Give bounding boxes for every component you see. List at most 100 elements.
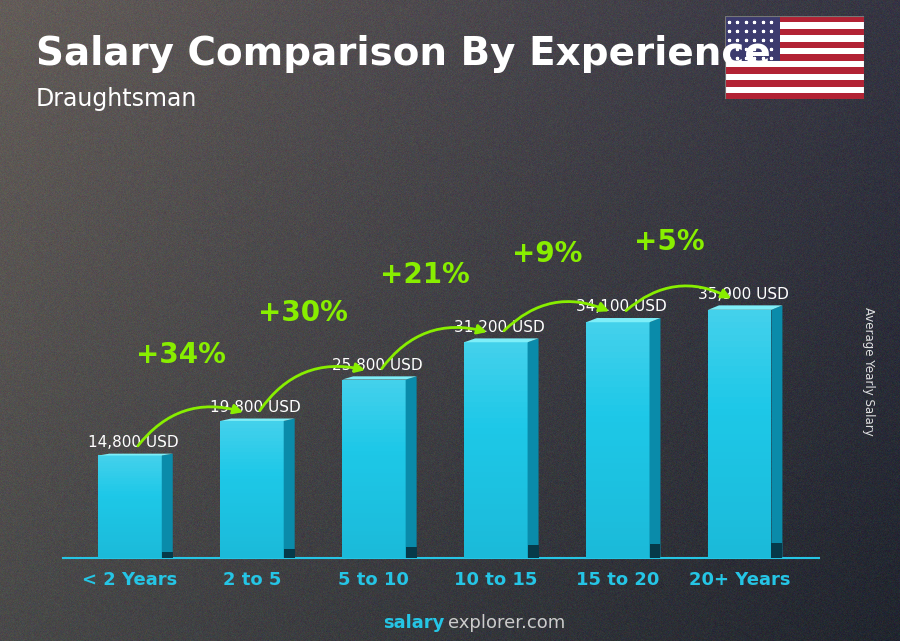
Bar [98,471,162,473]
Bar [342,495,406,500]
Bar [98,527,162,529]
Bar [708,453,771,458]
Bar [464,428,527,434]
Bar [464,509,527,515]
Text: salary: salary [383,614,445,632]
Bar [708,403,771,409]
Text: +21%: +21% [381,261,470,289]
Bar [464,515,527,520]
Polygon shape [162,454,173,558]
Polygon shape [527,545,538,558]
Bar [708,539,771,545]
Bar [708,520,771,527]
Bar [220,428,284,431]
Bar [220,455,284,458]
Bar [586,446,650,452]
Bar [586,428,650,434]
Bar [220,472,284,476]
Bar [586,340,650,345]
Bar [708,421,771,428]
Bar [464,536,527,542]
Bar [98,476,162,478]
Bar [586,522,650,528]
Polygon shape [464,338,538,342]
Bar [708,322,771,328]
Bar [464,482,527,488]
Bar [586,422,650,428]
Bar [342,388,406,393]
Text: +34%: +34% [136,341,226,369]
Bar [342,424,406,429]
Bar [220,424,284,428]
Bar [98,478,162,481]
Bar [724,35,864,42]
Text: +30%: +30% [258,299,348,327]
Bar [464,423,527,428]
Bar [220,547,284,551]
Bar [98,532,162,535]
Text: 34,100 USD: 34,100 USD [576,299,667,314]
Bar [464,493,527,499]
Bar [342,549,406,553]
Bar [724,22,864,29]
Bar [586,345,650,352]
Bar [464,374,527,380]
Bar [708,360,771,365]
Bar [220,479,284,483]
Bar [708,378,771,384]
Bar [586,534,650,540]
Bar [708,458,771,465]
Bar [708,477,771,483]
Bar [464,342,527,347]
Bar [342,455,406,460]
Bar [464,347,527,353]
Text: Draughtsman: Draughtsman [36,87,197,110]
Bar [464,418,527,423]
Bar [586,452,650,458]
Bar [586,481,650,487]
Bar [464,391,527,396]
Bar [586,487,650,493]
Bar [464,364,527,369]
Bar [342,464,406,469]
Bar [342,415,406,420]
Bar [586,358,650,363]
Bar [220,458,284,462]
Bar [342,531,406,535]
Bar [98,519,162,522]
Bar [98,514,162,517]
Bar [220,442,284,445]
Bar [464,342,527,558]
Bar [342,429,406,433]
Bar [708,465,771,471]
Bar [98,456,162,558]
Bar [724,48,864,54]
Bar [98,491,162,494]
Bar [342,491,406,495]
Bar [98,473,162,476]
Bar [708,495,771,502]
Bar [708,384,771,390]
Bar [220,476,284,479]
Bar [464,499,527,504]
Bar [220,534,284,537]
Polygon shape [162,551,173,558]
Polygon shape [342,376,417,379]
Bar [98,469,162,471]
Bar [464,358,527,364]
Bar [464,542,527,547]
Bar [464,380,527,385]
Bar [342,544,406,549]
Bar [98,481,162,483]
Bar [464,385,527,391]
Bar [342,473,406,478]
Bar [98,545,162,547]
Bar [464,445,527,450]
Bar [98,517,162,519]
Bar [98,542,162,545]
Polygon shape [771,305,782,558]
Bar [464,434,527,439]
Bar [708,409,771,415]
Bar [220,421,284,558]
Bar [98,529,162,532]
